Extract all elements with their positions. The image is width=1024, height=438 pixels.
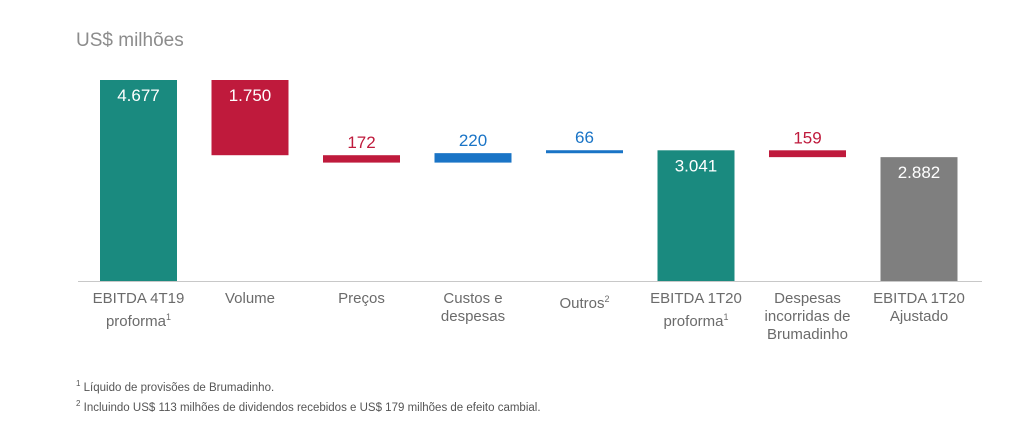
bar-7 (769, 150, 846, 158)
footnote-2: 2 Incluindo US$ 113 milhões de dividendo… (76, 398, 541, 414)
data-label-5: 66 (575, 128, 594, 147)
data-label-4: 220 (459, 131, 487, 150)
category-label-6: EBITDA 1T20 proforma1 (650, 290, 742, 330)
data-label-3: 172 (347, 133, 375, 152)
bar-3 (323, 155, 400, 163)
footnote-1: 1 Líquido de provisões de Brumadinho. (76, 379, 275, 394)
bar-5 (546, 150, 623, 154)
category-label-3: Preços (338, 290, 385, 307)
bar-2 (211, 80, 289, 156)
bar-4 (434, 153, 512, 163)
unit-label: US$ milhões (76, 30, 184, 51)
bar-8 (880, 157, 958, 281)
category-label-4: Custos e despesas (440, 290, 506, 325)
data-label-8: 2.882 (898, 163, 941, 182)
category-label-1: EBITDA 4T19 proforma1 (92, 290, 185, 330)
bar-1 (100, 80, 177, 281)
category-label-7: Despesas incorridas de Brumadinho (764, 290, 851, 343)
data-label-7: 159 (793, 128, 821, 147)
bar-6 (657, 150, 735, 281)
category-label-2: Volume (224, 290, 276, 307)
data-label-2: 1.750 (229, 86, 272, 105)
category-label-5: Outros2 (559, 294, 610, 312)
data-label-6: 3.041 (675, 156, 718, 175)
data-label-1: 4.677 (117, 86, 160, 105)
category-label-8: EBITDA 1T20 Ajustado (873, 290, 965, 325)
footnotes: 1 Líquido de provisões de Brumadinho. 2 … (76, 376, 541, 416)
